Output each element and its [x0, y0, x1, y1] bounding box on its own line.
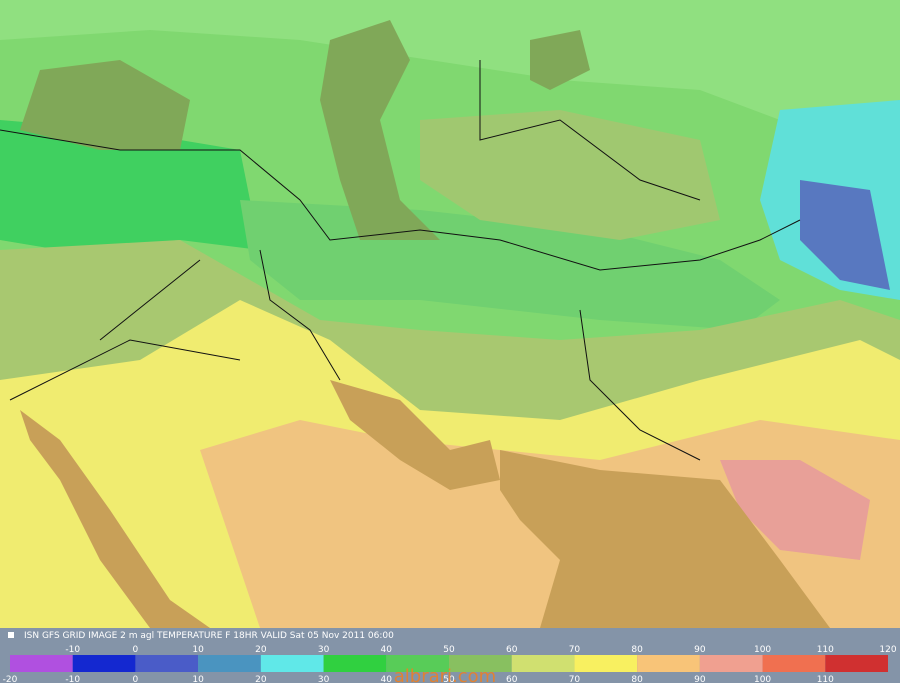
caption-marker	[8, 632, 14, 638]
colorbar-top-label: 50	[443, 645, 455, 655]
colorbar-box	[449, 655, 512, 672]
colorbar-bottom-label: 90	[694, 675, 706, 683]
colorbar-box	[825, 655, 888, 672]
central-asia-zone	[420, 110, 720, 240]
colorbar-bottom-label: -10	[65, 675, 80, 683]
colorbar-top-label: 40	[381, 645, 393, 655]
colorbar-bottom-label: 20	[255, 675, 267, 683]
colorbar-box	[511, 655, 575, 672]
colorbar-top-label: -10	[65, 645, 80, 655]
colorbar-box	[574, 655, 638, 672]
black-sea	[20, 60, 190, 150]
colorbar-bottom-label: -20	[3, 675, 18, 683]
arabian-sea	[500, 450, 830, 628]
colorbar-box	[386, 655, 449, 672]
colorbar-bottom-label: 10	[192, 675, 204, 683]
colorbar-bottom-label: 60	[506, 675, 518, 683]
colorbar-top-label: 80	[631, 645, 643, 655]
north-zone	[0, 0, 900, 120]
colorbar-top-label: 120	[879, 645, 896, 655]
borders	[0, 60, 801, 461]
colorbar-top-label: 20	[255, 645, 267, 655]
colorbar-box	[10, 655, 73, 672]
colorbar: -20 -10 -10 0 0 10 10 20 20 30 30 40 40 50 50 60 60 70 70 8…	[3, 645, 897, 683]
colorbar-top-label: 70	[569, 645, 581, 655]
map	[0, 0, 900, 628]
colorbar-box	[260, 655, 324, 672]
colorbar-top-label: 100	[754, 645, 771, 655]
colorbar-bottom-label: 50	[443, 675, 455, 683]
colorbar-box	[135, 655, 199, 672]
watermark: albrari.com	[394, 666, 496, 683]
colorbar-bottom-label: 30	[318, 675, 330, 683]
colorbar-top-label: 30	[318, 645, 330, 655]
colorbar-box	[762, 655, 826, 672]
hottest-zone	[720, 460, 870, 560]
very-cold-zone	[800, 180, 890, 290]
colorbar-top-label: 0	[133, 645, 139, 655]
caspian-sea	[320, 20, 440, 240]
colorbar-box	[699, 655, 763, 672]
persian-gulf	[330, 380, 500, 490]
red-sea	[20, 410, 210, 628]
colorbar-bottom-label: 0	[133, 675, 139, 683]
colorbar-bottom-label: 40	[381, 675, 393, 683]
colorbar-bottom-label: 70	[569, 675, 581, 683]
colorbar-box	[72, 655, 136, 672]
colorbar-top-label: 60	[506, 645, 518, 655]
caption: ISN GFS GRID IMAGE 2 m agl TEMPERATURE F…	[24, 631, 394, 641]
colorbar-bottom-label: 110	[817, 675, 834, 683]
turkey-zone	[0, 120, 260, 250]
colorbar-bottom-label: 100	[754, 675, 771, 683]
colorbar-top-label: 90	[694, 645, 706, 655]
colorbar-top-label: 10	[192, 645, 204, 655]
colorbar-box	[637, 655, 700, 672]
colorbar-box	[323, 655, 387, 672]
colorbar-top-label: 110	[817, 645, 834, 655]
colorbar-bottom-label: 80	[631, 675, 643, 683]
aral-sea	[530, 30, 590, 90]
colorbar-box	[198, 655, 261, 672]
